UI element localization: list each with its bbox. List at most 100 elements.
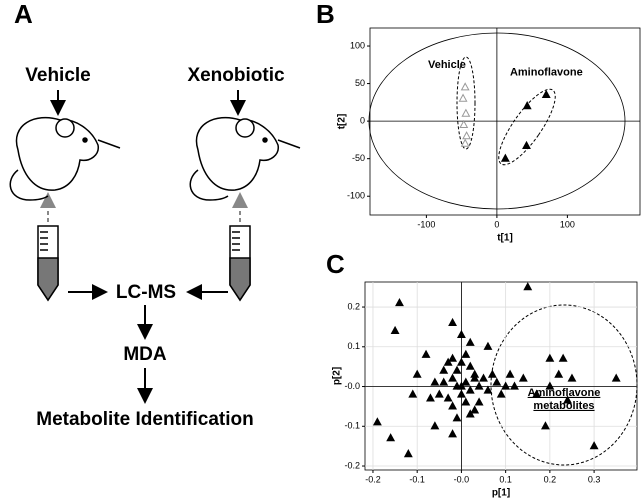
y-tick-label: 100 (350, 40, 365, 50)
panel-label: B (316, 0, 335, 29)
x-axis-label: t[1] (497, 233, 513, 244)
group-ellipse (456, 56, 476, 150)
point (532, 389, 542, 398)
point (439, 365, 449, 374)
x-tick-label: 100 (560, 219, 575, 229)
point (439, 377, 449, 386)
point (386, 433, 396, 442)
point (448, 429, 458, 438)
y-tick-label: 0.1 (347, 341, 360, 351)
point (563, 395, 573, 404)
x-tick-label: 0.1 (499, 474, 512, 484)
x-tick-label: 0 (494, 219, 499, 229)
point (545, 381, 555, 390)
point (470, 373, 480, 382)
point (448, 353, 458, 362)
point (554, 369, 564, 378)
point (589, 441, 599, 450)
point (465, 337, 475, 346)
point (461, 377, 471, 386)
point (434, 389, 444, 398)
point (460, 82, 470, 91)
x-tick-label: -0.0 (454, 474, 470, 484)
point (611, 373, 621, 382)
point (522, 101, 532, 110)
x-tick-label: -0.1 (409, 474, 425, 484)
sample-arrows (40, 192, 248, 222)
point (474, 397, 484, 406)
point (487, 369, 497, 378)
group-label: Vehicle (428, 59, 466, 71)
source-label: Vehicle (25, 65, 91, 86)
point (470, 405, 480, 414)
y-tick-label: -100 (347, 191, 365, 201)
point (523, 282, 533, 291)
point (390, 325, 400, 334)
y-axis-label: p[2] (332, 367, 343, 385)
point (500, 153, 510, 162)
point (412, 369, 422, 378)
point (443, 357, 453, 366)
point (483, 341, 493, 350)
group-ellipse (498, 88, 556, 166)
annotation: Aminoflavone (528, 387, 601, 399)
point (483, 385, 493, 394)
x-tick-label: -0.2 (365, 474, 381, 484)
y-tick-label: -50 (352, 153, 365, 163)
y-axis-label: t[2] (337, 114, 348, 130)
point (461, 397, 471, 406)
point (395, 298, 404, 307)
point (458, 93, 468, 102)
point (448, 373, 458, 382)
point (518, 373, 528, 382)
point (465, 361, 475, 370)
point (456, 357, 466, 366)
x-tick-label: 0.3 (588, 474, 601, 484)
y-tick-label: 50 (355, 78, 365, 88)
point (461, 349, 471, 358)
point (372, 417, 382, 426)
point (558, 353, 568, 362)
point (426, 393, 435, 402)
mouse (189, 116, 301, 201)
point (505, 369, 515, 378)
point (492, 377, 502, 386)
panel-label: A (14, 0, 33, 29)
point (479, 373, 488, 382)
step-label: LC-MS (116, 282, 176, 303)
point (430, 421, 440, 430)
annotation: metabolites (533, 400, 594, 412)
source-label: Xenobiotic (187, 65, 285, 86)
mouse (9, 116, 121, 201)
point (501, 381, 511, 390)
point (448, 317, 458, 327)
y-tick-label: 0 (360, 115, 365, 125)
point (510, 381, 519, 390)
point (541, 421, 550, 430)
point (448, 401, 458, 410)
point (465, 409, 475, 418)
y-tick-label: -0.0 (344, 381, 360, 391)
point (462, 131, 472, 140)
arrows (50, 90, 246, 404)
step-label: Metabolite Identification (36, 409, 253, 430)
point (459, 119, 469, 128)
point (567, 373, 577, 382)
point (430, 377, 440, 386)
point (474, 381, 484, 390)
y-tick-label: 0.2 (347, 301, 360, 311)
point (403, 449, 413, 458)
point (522, 140, 531, 150)
step-label: MDA (123, 344, 167, 365)
point (456, 329, 466, 338)
point (408, 389, 418, 398)
point (460, 138, 470, 147)
y-tick-label: -0.1 (344, 421, 360, 431)
plot-area (364, 281, 638, 471)
point (443, 393, 453, 402)
point (452, 413, 462, 422)
point (456, 381, 466, 390)
x-axis-label: p[1] (492, 488, 510, 499)
tube (37, 225, 251, 302)
